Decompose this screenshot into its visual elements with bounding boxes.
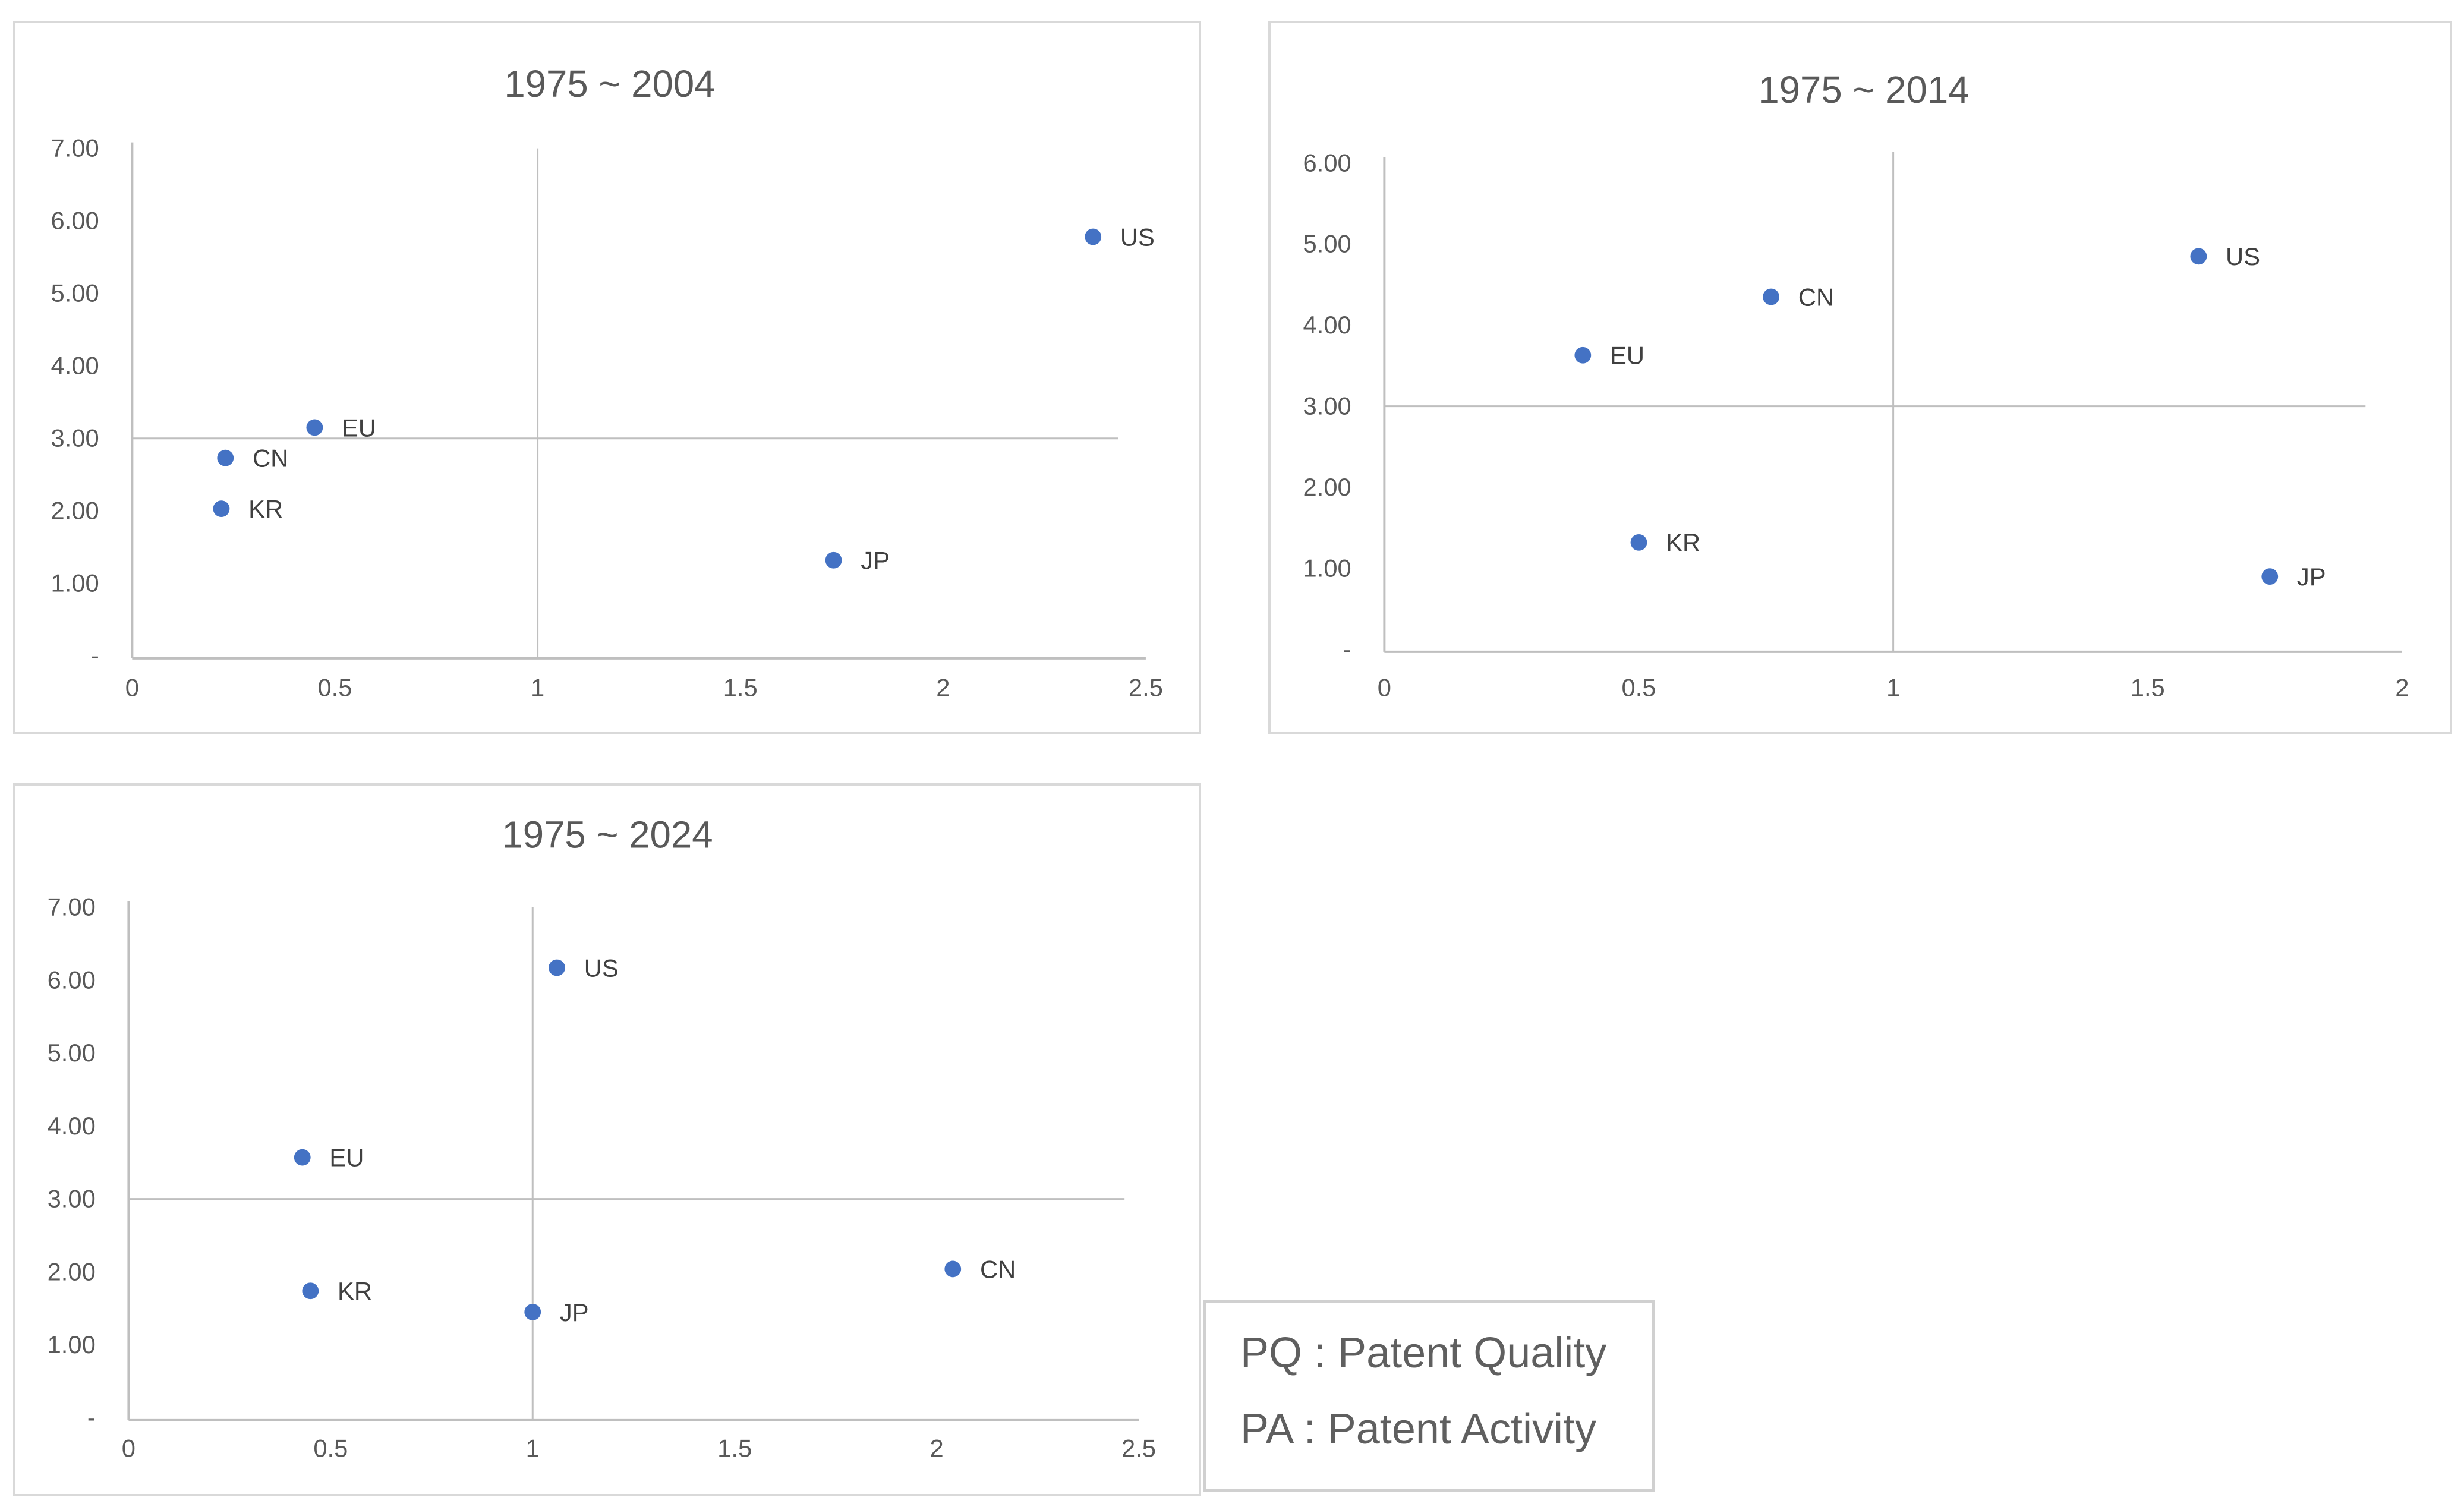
y-tick-label: 2.00	[1303, 473, 1351, 501]
data-point-kr	[302, 1282, 319, 1300]
chart-title: 1975 ~ 2024	[502, 814, 713, 856]
x-tick-label: 0.5	[317, 673, 352, 701]
data-label-cn: CN	[1798, 283, 1834, 311]
data-label-kr: KR	[248, 495, 283, 523]
data-label-cn: CN	[253, 445, 288, 472]
y-tick-label: -	[91, 642, 99, 670]
chart-panel-1975-2024: 1975 ~ 2024 - 1.00 2.00 3.00 4.00 5.00 6.00 7.00…	[13, 783, 1201, 1496]
chart-title: 1975 ~ 2004	[504, 63, 715, 105]
data-label-kr: KR	[1666, 529, 1700, 557]
y-tick-label: 7.00	[48, 893, 96, 921]
x-tick-label: 2.5	[1129, 673, 1163, 701]
data-point-cn	[217, 449, 234, 466]
x-tick-label: 1.5	[717, 1434, 752, 1462]
data-label-us: US	[2226, 242, 2260, 270]
y-tick-label: 4.00	[51, 352, 99, 380]
x-tick-label: 0.5	[313, 1434, 348, 1462]
legend-pa: PA : Patent Activity	[1240, 1405, 1596, 1453]
x-tick-label: 1.5	[723, 673, 758, 701]
x-tick-label: 1.5	[2131, 673, 2165, 701]
scatter-chart-1975-2014: 1975 ~ 2014 - 1.00 2.00 3.00 4.00 5.00 6.00 0 0.5…	[1303, 69, 2409, 701]
data-point-eu	[294, 1149, 311, 1166]
chart-panel-1975-2004: 1975 ~ 2004 - 1.00 2.00 3.00 4.00 5.00 6.00 7.00…	[13, 21, 1201, 734]
data-point-kr	[213, 500, 230, 518]
y-tick-label: 4.00	[48, 1112, 96, 1140]
y-tick-label: 4.00	[1303, 311, 1351, 339]
y-tick-label: 3.00	[48, 1185, 96, 1213]
data-label-eu: EU	[342, 414, 376, 442]
y-tick-label: -	[1343, 635, 1351, 663]
y-tick-label: 7.00	[51, 134, 99, 162]
legend-box: PQ : Patent Quality PA : Patent Activity	[1203, 1300, 1655, 1492]
y-tick-label: 1.00	[48, 1331, 96, 1358]
data-label-jp: JP	[861, 547, 890, 575]
y-tick-label: 3.00	[51, 424, 99, 452]
x-tick-label: 2	[936, 673, 950, 701]
data-label-eu: EU	[1610, 342, 1644, 370]
x-tick-label: 0	[122, 1434, 136, 1462]
data-label-cn: CN	[980, 1255, 1016, 1283]
data-label-jp: JP	[2297, 563, 2326, 591]
data-point-eu	[1574, 346, 1592, 364]
data-point-us	[2190, 248, 2207, 265]
y-tick-label: 6.00	[51, 207, 99, 235]
x-tick-label: 0	[125, 673, 139, 701]
y-tick-label: 6.00	[48, 966, 96, 994]
y-tick-label: 5.00	[1303, 230, 1351, 258]
data-point-us	[1085, 228, 1102, 245]
y-tick-label: -	[87, 1404, 96, 1432]
x-tick-label: 1	[526, 1434, 540, 1462]
scatter-chart-1975-2004: 1975 ~ 2004 - 1.00 2.00 3.00 4.00 5.00 6.00 7.00…	[51, 63, 1163, 701]
data-point-us	[549, 959, 565, 976]
chart-panel-1975-2014: 1975 ~ 2014 - 1.00 2.00 3.00 4.00 5.00 6.00 0 0.5…	[1268, 21, 2452, 734]
y-tick-label: 1.00	[1303, 554, 1351, 582]
y-tick-label: 2.00	[51, 497, 99, 525]
scatter-chart-1975-2024: 1975 ~ 2024 - 1.00 2.00 3.00 4.00 5.00 6.00 7.00…	[48, 814, 1156, 1462]
data-point-jp	[2261, 568, 2279, 585]
chart-title: 1975 ~ 2014	[1758, 69, 1969, 111]
y-tick-label: 5.00	[48, 1039, 96, 1067]
x-tick-label: 2.5	[1121, 1434, 1156, 1462]
data-label-eu: EU	[329, 1144, 364, 1172]
data-point-cn	[1763, 288, 1780, 305]
y-tick-label: 2.00	[48, 1257, 96, 1285]
data-label-us: US	[584, 954, 619, 982]
x-tick-label: 2	[2395, 673, 2409, 701]
x-tick-label: 2	[929, 1434, 943, 1462]
x-tick-label: 0	[1378, 673, 1391, 701]
x-tick-label: 0.5	[1622, 673, 1656, 701]
y-tick-label: 6.00	[1303, 149, 1351, 176]
data-label-jp: JP	[560, 1298, 589, 1326]
data-point-eu	[306, 419, 323, 436]
data-point-cn	[944, 1260, 962, 1278]
data-point-kr	[1630, 534, 1647, 551]
data-point-jp	[524, 1303, 541, 1320]
data-label-us: US	[1120, 223, 1155, 251]
data-point-jp	[825, 551, 842, 569]
y-tick-label: 5.00	[51, 279, 99, 307]
x-tick-label: 1	[531, 673, 544, 701]
legend-pq: PQ : Patent Quality	[1240, 1329, 1607, 1377]
y-tick-label: 1.00	[51, 569, 99, 597]
y-tick-label: 3.00	[1303, 392, 1351, 420]
data-label-kr: KR	[338, 1277, 372, 1305]
x-tick-label: 1	[1886, 673, 1900, 701]
